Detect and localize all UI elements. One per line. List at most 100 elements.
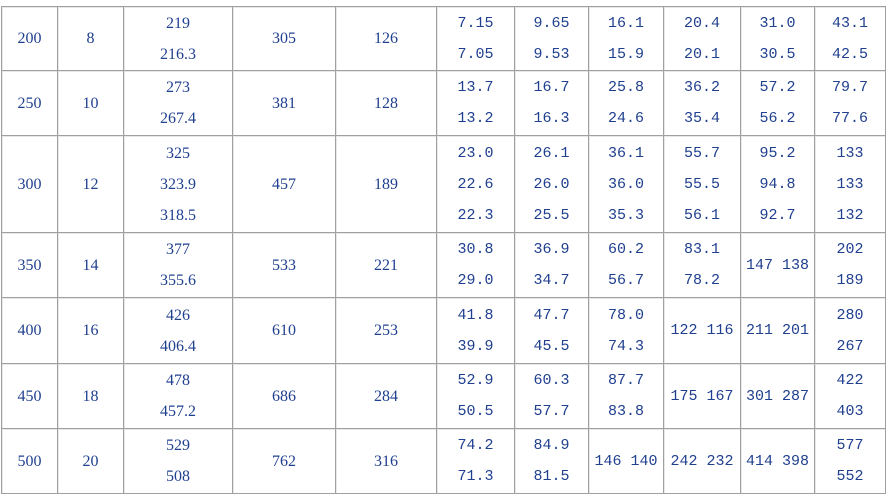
cell-text: 56.1 — [683, 206, 720, 224]
cell-text: 45.5 — [533, 337, 570, 355]
table-cell: 52.9 50.5 — [437, 364, 515, 429]
cell-text: 41.8 — [457, 306, 494, 324]
table-cell: 10 — [58, 71, 124, 136]
table-cell: 381 — [233, 71, 336, 136]
cell-text: 30.8 — [457, 241, 494, 258]
table-cell: 79.7 77.6 — [815, 71, 886, 136]
cell-text: 78.2 — [683, 272, 720, 289]
table-cell: 43.1 42.5 — [815, 7, 886, 71]
table-cell: 36.1 36.0 35.3 — [589, 136, 664, 233]
cell-text: 7.05 — [457, 45, 494, 63]
cell-text: 10 — [82, 94, 99, 112]
cell-text: 30.5 — [759, 45, 796, 63]
cell-text: 36.1 — [607, 144, 644, 162]
cell-text: 16.1 — [607, 14, 644, 32]
cell-text: 219 — [166, 14, 190, 32]
table-cell: 273 267.4 — [124, 71, 233, 136]
cell-text: 267 — [836, 337, 864, 355]
cell-text: 43.1 — [831, 14, 868, 32]
table-cell: 126 — [336, 7, 437, 71]
cell-text: 24.6 — [607, 110, 644, 127]
table-container: 200 8 219 216.3 305 126 7.15 7.05 9.65 9.53 16.1 15… — [1, 6, 886, 494]
cell-text: 529 — [166, 437, 190, 454]
table-cell: 202 189 — [815, 233, 886, 298]
table-cell: 30.8 29.0 — [437, 233, 515, 298]
table-cell: 457 — [233, 136, 336, 233]
cell-text: 23.0 — [457, 144, 494, 162]
table-cell: 350 — [2, 233, 58, 298]
cell-text: 55.7 — [683, 144, 720, 162]
table-cell: 478 457.2 — [124, 364, 233, 429]
cell-text: 325 — [166, 144, 190, 162]
cell-text: 16.3 — [533, 110, 570, 127]
cell-text: 74.3 — [607, 337, 644, 355]
table-cell: 128 — [336, 71, 437, 136]
table-cell: 529 508 — [124, 429, 233, 494]
cell-text: 36.2 — [683, 79, 720, 96]
cell-text: 36.0 — [607, 175, 644, 193]
cell-text: 450 — [17, 387, 42, 405]
table-cell: 300 — [2, 136, 58, 233]
table-cell: 577 552 — [815, 429, 886, 494]
cell-text: 52.9 — [457, 372, 494, 389]
cell-text: 57.7 — [533, 403, 570, 420]
table-cell: 414 398 — [741, 429, 815, 494]
table-cell: 147 138 — [741, 233, 815, 298]
cell-text: 280 — [836, 306, 864, 324]
table-cell: 60.3 57.7 — [515, 364, 589, 429]
cell-text: 22.6 — [457, 175, 494, 193]
cell-text: 133 — [836, 175, 864, 193]
cell-text: 577 — [836, 437, 864, 454]
cell-text: 81.5 — [533, 468, 570, 485]
cell-text: 78.0 — [607, 306, 644, 324]
cell-text: 216.3 — [160, 45, 196, 63]
table-cell: 7.15 7.05 — [437, 7, 515, 71]
cell-text: 56.7 — [607, 272, 644, 289]
table-cell: 16.1 15.9 — [589, 7, 664, 71]
table-cell: 450 — [2, 364, 58, 429]
cell-text: 316 — [374, 452, 398, 470]
cell-text: 189 — [374, 175, 398, 193]
table-cell: 250 — [2, 71, 58, 136]
table-cell: 84.9 81.5 — [515, 429, 589, 494]
table-cell: 9.65 9.53 — [515, 7, 589, 71]
cell-text: 318.5 — [160, 206, 196, 224]
table-row: 200 8 219 216.3 305 126 7.15 7.05 9.65 9.53 16.1 15… — [2, 7, 886, 71]
table-row: 500 20 529 508 762 316 74.2 71.3 84.9 81.5 146 140… — [2, 429, 886, 494]
table-cell: 36.9 34.7 — [515, 233, 589, 298]
cell-text: 133 — [836, 144, 864, 162]
cell-text: 55.5 — [683, 175, 720, 193]
cell-text: 273 — [166, 79, 190, 96]
cell-text: 9.53 — [533, 45, 570, 63]
cell-text: 13.2 — [457, 110, 494, 127]
cell-text: 7.15 — [457, 14, 494, 32]
table-cell: 87.7 83.8 — [589, 364, 664, 429]
cell-text: 60.3 — [533, 372, 570, 389]
cell-text: 552 — [836, 468, 864, 485]
cell-text: 71.3 — [457, 468, 494, 485]
table-cell: 533 — [233, 233, 336, 298]
cell-text: 29.0 — [457, 272, 494, 289]
table-cell: 47.7 45.5 — [515, 298, 589, 364]
table-cell: 18 — [58, 364, 124, 429]
table-cell: 422 403 — [815, 364, 886, 429]
table-cell: 189 — [336, 136, 437, 233]
cell-text: 132 — [836, 206, 864, 224]
cell-text: 253 — [374, 322, 398, 339]
table-cell: 610 — [233, 298, 336, 364]
table-row: 300 12 325 323.9 318.5 457 189 23.0 22.6 22.3 26.1… — [2, 136, 886, 233]
cell-text: 35.4 — [683, 110, 720, 127]
cell-text: 92.7 — [759, 206, 796, 224]
cell-text: 355.6 — [160, 272, 196, 289]
cell-text: 350 — [17, 256, 42, 274]
cell-text: 8 — [86, 30, 95, 47]
cell-text: 406.4 — [160, 337, 196, 355]
cell-text: 57.2 — [759, 79, 796, 96]
table-cell: 305 — [233, 7, 336, 71]
cell-text: 95.2 — [759, 144, 796, 162]
cell-text: 77.6 — [831, 110, 868, 127]
table-cell: 13.7 13.2 — [437, 71, 515, 136]
cell-text: 12 — [82, 175, 99, 193]
cell-text: 25.8 — [607, 79, 644, 96]
cell-text: 83.1 — [683, 241, 720, 258]
